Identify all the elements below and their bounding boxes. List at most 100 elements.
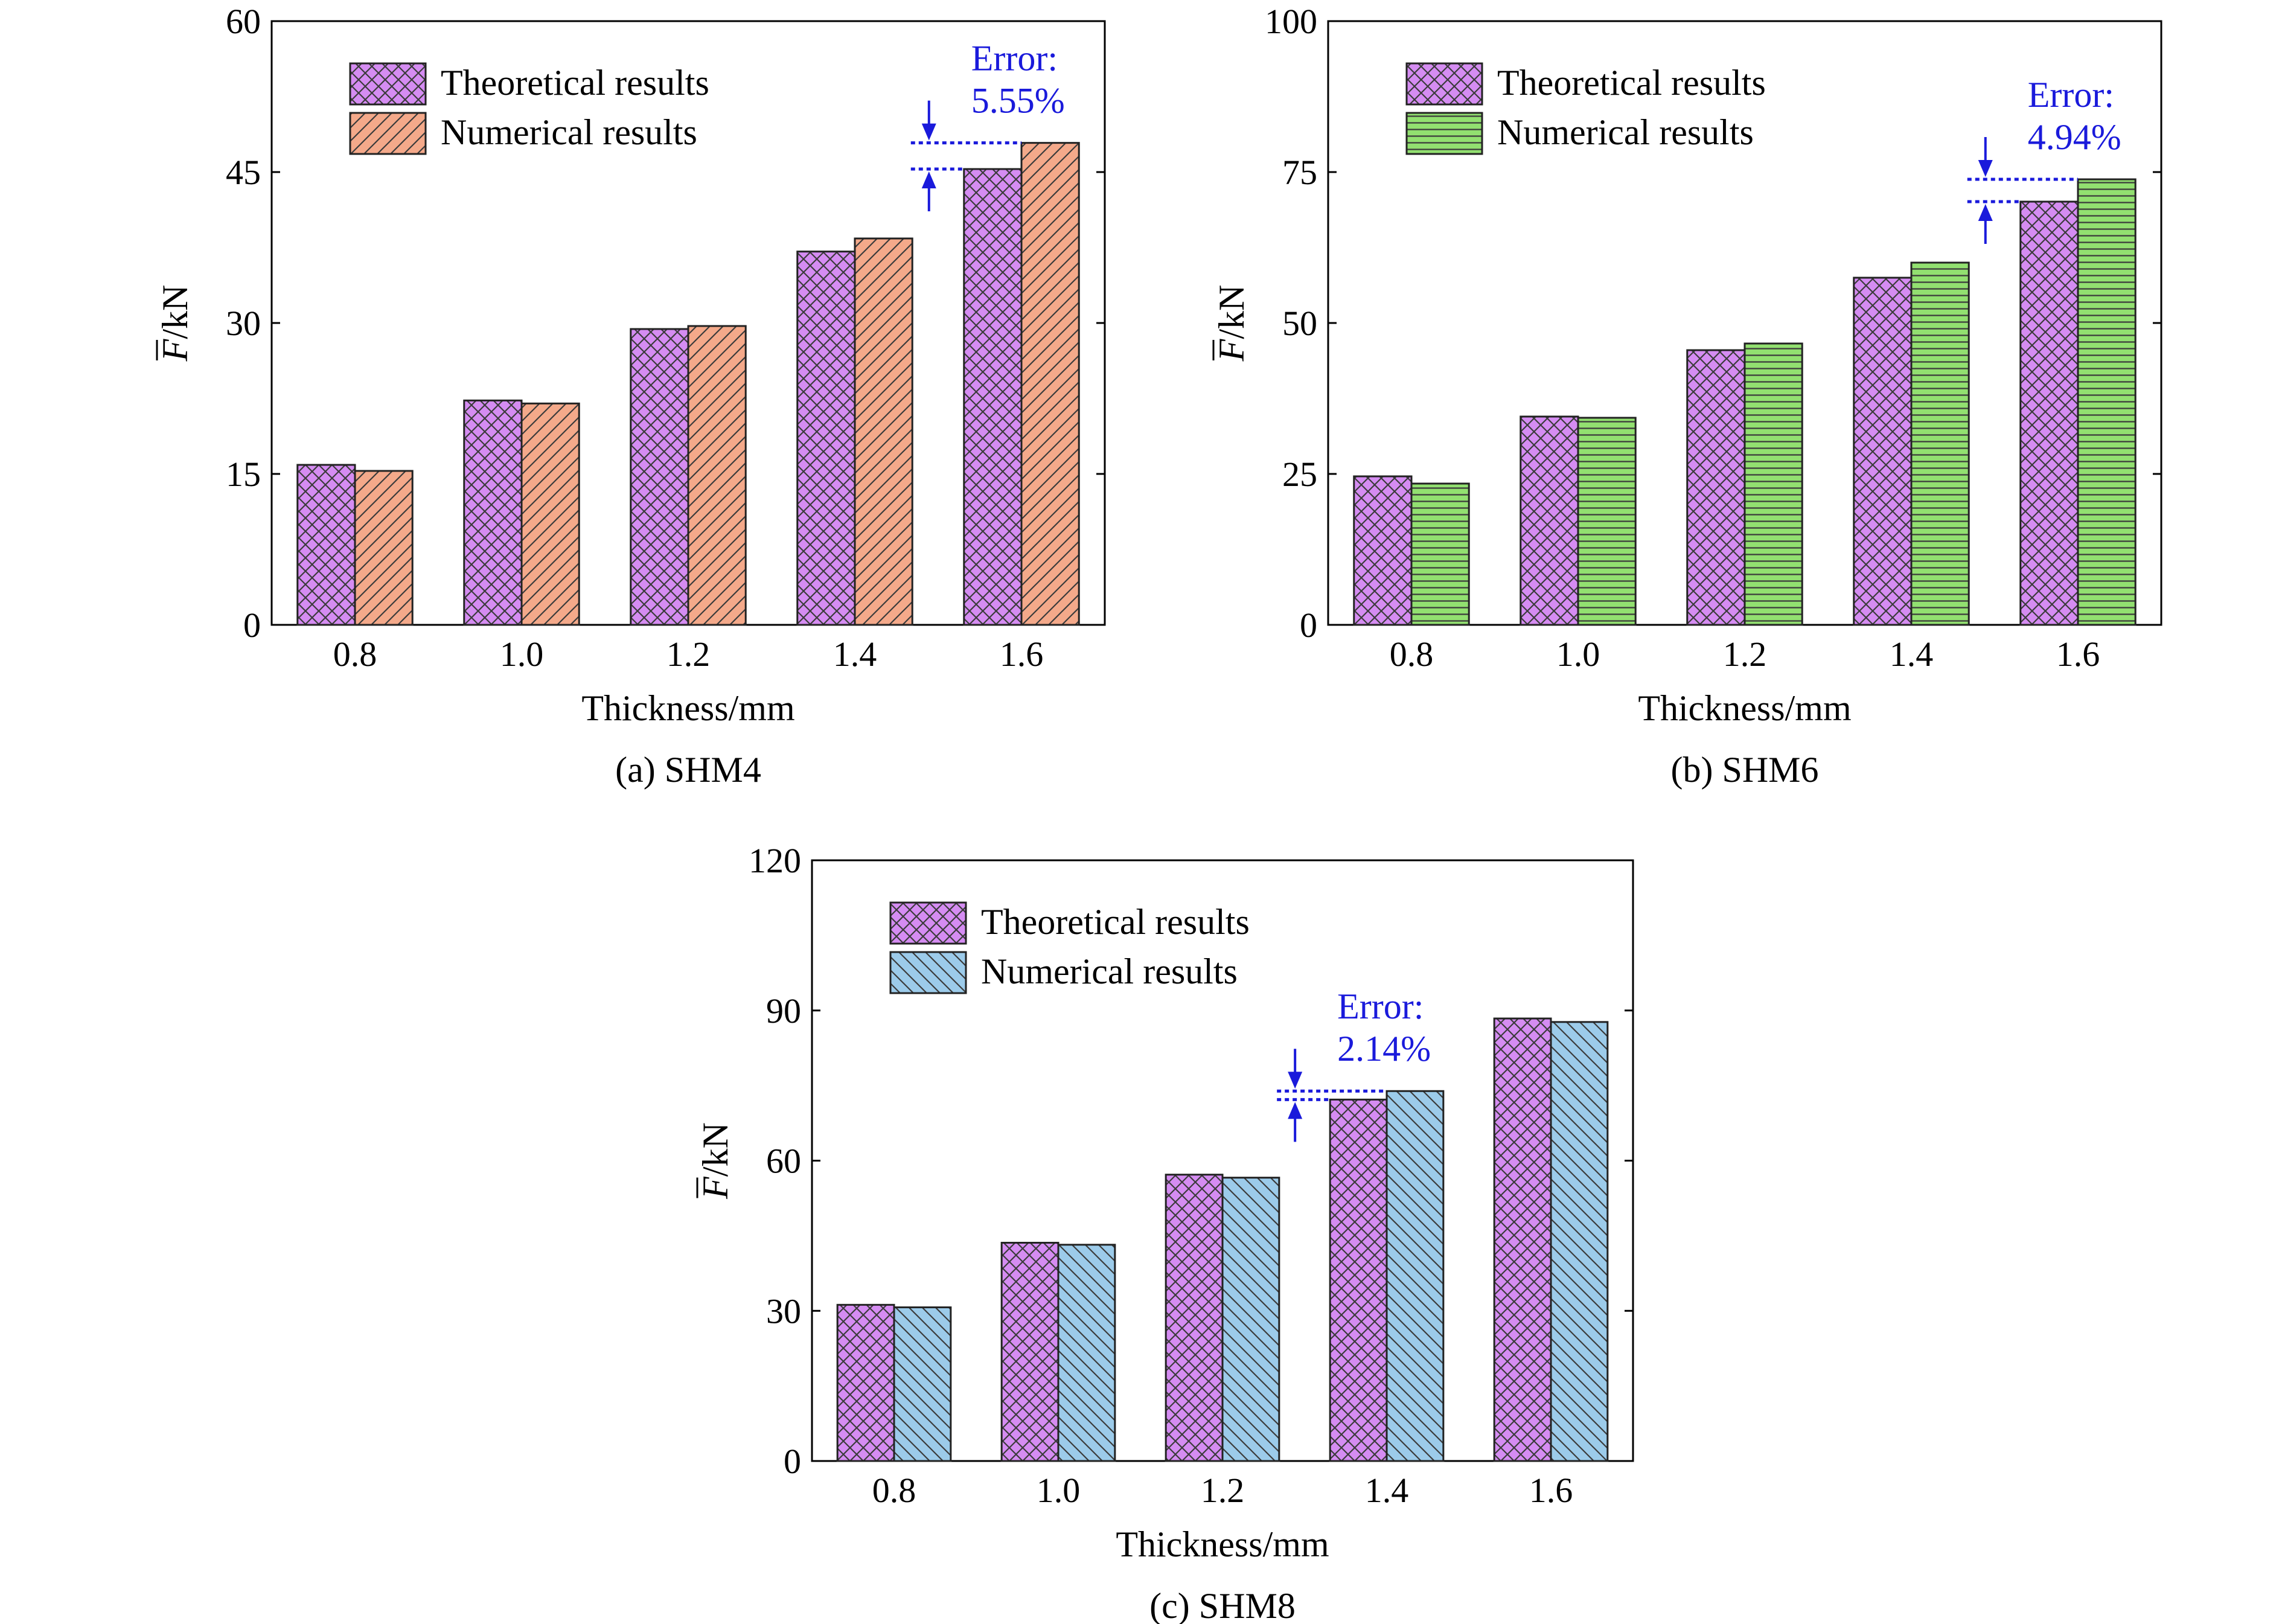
y-tick-label: 25 (1282, 455, 1317, 494)
x-tick-label: 1.0 (500, 635, 544, 674)
bar-numerical (893, 1306, 952, 1462)
error-label: Error: (971, 39, 1058, 78)
error-value: 4.94% (2028, 117, 2121, 157)
bar-numerical (1221, 1177, 1280, 1462)
y-tick-label: 60 (226, 2, 261, 41)
y-tick-label: 15 (226, 455, 261, 494)
bar-theoretical (463, 399, 523, 626)
svg-text:F/kN: F/kN (695, 1122, 735, 1200)
y-axis-symbol: F (1212, 338, 1251, 362)
y-tick-label: 45 (226, 153, 261, 192)
y-axis-unit: /kN (1212, 285, 1251, 339)
y-tick-label: 60 (766, 1142, 801, 1181)
x-tick-label: 1.4 (833, 635, 877, 674)
bar-numerical (1910, 261, 1970, 626)
svg-text:F/kN: F/kN (1212, 285, 1251, 362)
x-axis-title: Thickness/mm (1638, 688, 1851, 728)
y-tick-label: 30 (226, 304, 261, 343)
x-tick-label: 1.4 (1365, 1471, 1409, 1510)
x-tick-label: 1.0 (1556, 635, 1600, 674)
bar-theoretical (296, 464, 356, 626)
x-tick-label: 1.6 (1000, 635, 1044, 674)
bar-theoretical (630, 328, 689, 626)
x-axis-title: Thickness/mm (1116, 1524, 1329, 1564)
bar-theoretical (2019, 200, 2079, 626)
panel-caption: (a) SHM4 (615, 750, 761, 790)
x-tick-label: 1.2 (666, 635, 711, 674)
legend-label: Theoretical results (1497, 63, 1766, 103)
x-tick-label: 0.8 (1390, 635, 1434, 674)
legend-label: Theoretical results (441, 63, 709, 103)
bar-numerical (2077, 178, 2137, 626)
error-annotation: Error:5.55% (910, 39, 1065, 211)
legend-label: Numerical results (1497, 112, 1754, 152)
y-axis-title: F/kN (1212, 285, 1251, 362)
legend-swatch (1405, 112, 1483, 155)
error-label: Error: (2028, 75, 2114, 115)
chart-panel-3: 0 30 60 90 120 0.8 1.0 1.2 1.4 1.6 Thickness/mm F/k… (695, 841, 1634, 1624)
x-tick-label: 1.6 (1529, 1471, 1573, 1510)
bar-theoretical (1329, 1098, 1388, 1462)
panel-caption: (c) SHM8 (1149, 1586, 1296, 1624)
x-tick-label: 1.2 (1201, 1471, 1245, 1510)
bar-numerical (1410, 482, 1470, 626)
bar-theoretical (1853, 277, 1913, 626)
bar-theoretical (1000, 1241, 1060, 1462)
error-value: 2.14% (1337, 1029, 1431, 1069)
y-tick-label: 0 (784, 1442, 801, 1481)
y-axis-unit: /kN (155, 285, 195, 339)
y-tick-label: 100 (1265, 2, 1317, 41)
legend-swatch (349, 62, 427, 106)
bar-numerical (687, 325, 747, 626)
bar-numerical (1577, 417, 1637, 626)
y-tick-label: 75 (1282, 153, 1317, 192)
y-axis-title: F/kN (695, 1122, 735, 1200)
bar-numerical (1743, 342, 1803, 626)
chart-panel-2: 0 25 50 75 100 0.8 1.0 1.2 1.4 1.6 Thickness/mm F/k… (1212, 2, 2162, 790)
y-axis-symbol: F (155, 338, 195, 362)
legend-label: Theoretical results (981, 902, 1250, 942)
error-label: Error: (1337, 986, 1424, 1026)
error-value: 5.55% (971, 81, 1065, 121)
y-tick-label: 50 (1282, 304, 1317, 343)
y-tick-label: 90 (766, 991, 801, 1031)
y-axis-title: F/kN (155, 285, 195, 362)
legend-swatch (889, 951, 967, 994)
y-tick-label: 0 (1300, 606, 1317, 645)
y-tick-label: 0 (243, 606, 261, 645)
legend-label: Numerical results (981, 951, 1238, 991)
legend-swatch (1405, 62, 1483, 106)
bar-numerical (854, 237, 913, 626)
x-tick-label: 1.6 (2056, 635, 2100, 674)
bar-numerical (1550, 1021, 1609, 1462)
legend-swatch (349, 112, 427, 155)
bar-numerical (354, 470, 414, 626)
bar-numerical (1020, 142, 1080, 626)
bar-theoretical (1493, 1017, 1552, 1462)
y-tick-label: 120 (749, 841, 801, 880)
bar-numerical (1386, 1090, 1445, 1462)
svg-text:F/kN: F/kN (155, 285, 195, 362)
y-axis-symbol: F (695, 1176, 735, 1200)
bar-theoretical (963, 168, 1023, 626)
bar-theoretical (836, 1303, 895, 1462)
y-tick-label: 30 (766, 1291, 801, 1331)
x-tick-label: 0.8 (333, 635, 377, 674)
bar-theoretical (1520, 415, 1579, 626)
bar-numerical (520, 402, 580, 626)
error-annotation: Error:4.94% (1967, 75, 2121, 244)
bar-theoretical (1353, 475, 1413, 626)
legend-swatch (889, 901, 967, 945)
x-tick-label: 1.2 (1723, 635, 1767, 674)
legend-label: Numerical results (441, 112, 697, 152)
bar-theoretical (1686, 349, 1746, 626)
x-tick-label: 0.8 (872, 1471, 916, 1510)
x-tick-label: 1.4 (1890, 635, 1934, 674)
chart-panel-1: 0 15 30 45 60 0.8 1.0 1.2 1.4 1.6 Thickness/mm F/kN… (155, 2, 1106, 790)
panel-caption: (b) SHM6 (1670, 750, 1818, 790)
x-tick-label: 1.0 (1037, 1471, 1081, 1510)
error-annotation: Error:2.14% (1277, 986, 1431, 1142)
y-axis-unit: /kN (695, 1122, 735, 1177)
bar-theoretical (796, 251, 856, 626)
